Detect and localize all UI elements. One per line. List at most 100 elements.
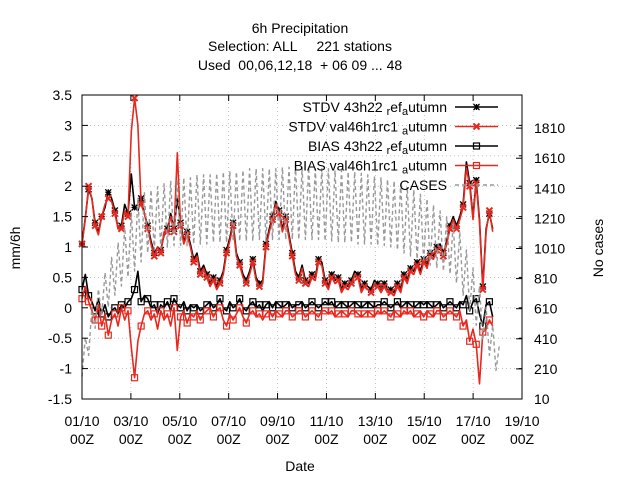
data-point xyxy=(288,313,296,321)
data-point xyxy=(235,261,244,269)
y-tick-label: 2 xyxy=(64,178,72,194)
y2-tick-label: 210 xyxy=(534,361,558,377)
data-point xyxy=(380,282,388,291)
x-tick-label-time: 00Z xyxy=(217,431,242,447)
legend-label-part: utumn xyxy=(408,99,447,115)
data-point xyxy=(91,222,99,230)
data-point xyxy=(400,270,408,278)
legend-label-main: STDV 43h22 xyxy=(303,99,387,115)
y-tick-label: -0.5 xyxy=(48,330,72,346)
data-point xyxy=(84,182,93,190)
data-point xyxy=(446,222,454,230)
x-tick-label-time: 00Z xyxy=(461,431,486,447)
data-point xyxy=(176,222,185,230)
legend-label-main: BIAS 43h22 xyxy=(308,138,387,154)
data-point xyxy=(321,279,329,288)
data-point xyxy=(341,282,349,291)
data-point xyxy=(236,258,244,266)
data-point xyxy=(485,298,493,306)
data-point xyxy=(387,288,395,297)
data-point xyxy=(163,310,172,318)
data-point xyxy=(124,298,132,306)
x-tick-label-date: 01/10 xyxy=(64,413,99,429)
x-tick-label-time: 00Z xyxy=(70,431,95,447)
legend-label: STDV 43h22 refautumn xyxy=(303,99,447,118)
series-3 xyxy=(78,285,494,385)
data-point xyxy=(183,319,191,327)
data-point xyxy=(485,206,494,215)
data-point xyxy=(439,249,447,257)
x-tick-label-date: 17/10 xyxy=(456,413,491,429)
x-tick-label-time: 00Z xyxy=(265,431,290,447)
data-point xyxy=(117,225,126,233)
data-point xyxy=(459,301,467,309)
legend-entry-4: CASES xyxy=(400,177,498,193)
data-point xyxy=(242,279,250,288)
data-point xyxy=(130,94,139,102)
data-point xyxy=(407,264,414,272)
data-point xyxy=(295,276,303,285)
legend-label-subscript: a xyxy=(402,126,409,138)
data-point xyxy=(203,273,211,282)
data-point xyxy=(216,279,224,288)
legend-label-subscript: a xyxy=(402,165,409,177)
y2-tick-label: 1410 xyxy=(534,180,565,196)
data-point xyxy=(301,279,310,288)
data-point xyxy=(236,304,244,312)
data-point xyxy=(189,258,198,266)
data-point xyxy=(104,331,112,339)
x-tick-label-date: 11/10 xyxy=(309,413,343,429)
data-point xyxy=(91,316,99,324)
y2-tick-label: 1010 xyxy=(534,241,565,257)
legend-label-subscript: a xyxy=(402,145,409,157)
data-point xyxy=(465,182,474,190)
data-point xyxy=(315,255,323,263)
data-point xyxy=(282,307,290,315)
data-point xyxy=(229,316,237,324)
data-point xyxy=(472,122,481,131)
series-4 xyxy=(81,165,500,377)
data-point xyxy=(373,282,382,291)
data-point xyxy=(419,258,428,266)
data-point xyxy=(472,176,480,184)
data-point xyxy=(268,215,277,224)
legend-label-subscript: r xyxy=(387,145,391,157)
data-point xyxy=(216,276,224,284)
data-point xyxy=(453,222,460,230)
data-point xyxy=(288,252,296,260)
y2-tick-label: 610 xyxy=(534,301,558,317)
data-point xyxy=(150,252,158,260)
data-point xyxy=(170,304,178,312)
y2-tick-label: 1810 xyxy=(534,120,565,136)
data-point xyxy=(144,295,152,303)
data-point xyxy=(452,225,461,233)
data-point xyxy=(209,276,218,285)
data-point xyxy=(111,209,119,218)
y-tick-label: 0.5 xyxy=(53,269,73,285)
data-point xyxy=(367,286,375,294)
data-point xyxy=(196,316,204,324)
data-point xyxy=(249,255,257,263)
data-point xyxy=(222,249,231,257)
legend-label-main: STDV val46h1rc1 xyxy=(288,119,402,135)
x-axis-label: Date xyxy=(285,458,315,474)
data-point xyxy=(472,295,480,303)
data-point xyxy=(275,207,283,214)
x-tick-label-date: 13/10 xyxy=(358,413,393,429)
data-point xyxy=(157,249,165,257)
data-point xyxy=(328,270,336,278)
data-point xyxy=(131,204,139,211)
legend-label-part: ef xyxy=(390,138,402,154)
data-point xyxy=(380,298,388,306)
data-point xyxy=(327,273,336,282)
data-point xyxy=(439,252,448,260)
chart-title-line-1: 6h Precipitation xyxy=(252,20,349,36)
data-point xyxy=(242,319,250,327)
y-tick-label: -1.5 xyxy=(48,391,72,407)
data-point xyxy=(130,374,139,382)
x-tick-label-date: 05/10 xyxy=(162,413,197,429)
y-tick-label: 0 xyxy=(64,300,72,316)
data-point xyxy=(433,307,441,315)
